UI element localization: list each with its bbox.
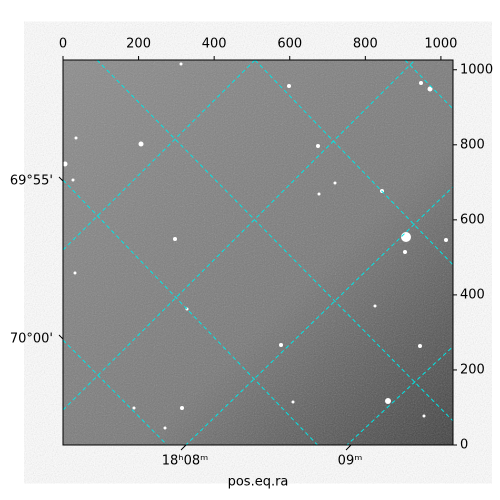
x-tick-label: 200 bbox=[126, 37, 151, 52]
ra-tick bbox=[180, 444, 187, 451]
dec-tick bbox=[58, 176, 64, 182]
plot-frame bbox=[62, 59, 454, 446]
dec-tick-label: 69°55' bbox=[10, 174, 53, 189]
ra-tick-label: 18ʰ08ᵐ bbox=[162, 454, 208, 469]
dec-tick bbox=[58, 334, 64, 340]
y-tick-label: 400 bbox=[460, 287, 485, 302]
dec-tick-label: 70°00' bbox=[10, 332, 53, 347]
x-axis-label: pos.eq.ra bbox=[228, 475, 289, 490]
x-tick-label: 800 bbox=[353, 37, 378, 52]
x-tick-label: 600 bbox=[277, 37, 302, 52]
y-tick-label: 1000 bbox=[460, 62, 493, 77]
x-tick-label: 0 bbox=[59, 37, 67, 52]
y-tick-label: 200 bbox=[460, 362, 485, 377]
ra-tick-label: 09ᵐ bbox=[338, 454, 363, 469]
y-tick-label: 600 bbox=[460, 212, 485, 227]
x-tick-label: 400 bbox=[202, 37, 227, 52]
x-tick-label: 1000 bbox=[424, 37, 457, 52]
y-tick-label: 0 bbox=[460, 438, 468, 453]
ra-tick bbox=[345, 444, 352, 451]
y-tick-label: 800 bbox=[460, 137, 485, 152]
sky-image bbox=[62, 60, 453, 445]
coordinate-grid bbox=[63, 60, 453, 445]
